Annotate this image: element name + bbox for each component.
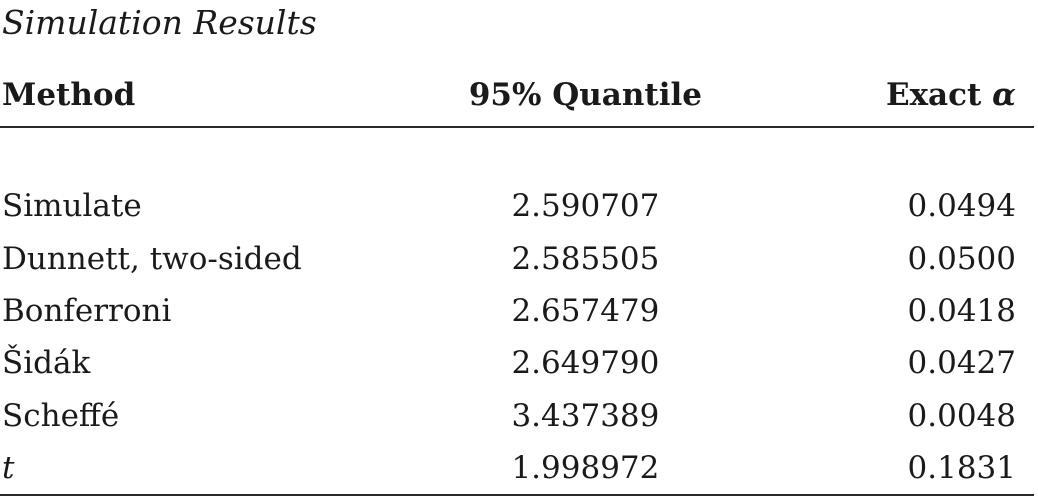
column-header-method: Method	[0, 64, 443, 128]
alpha-cell: 0.1831	[728, 441, 1034, 496]
quantile-cell: 2.585505	[511, 240, 660, 277]
table-caption: Simulation Results	[2, 3, 317, 42]
method-cell: Dunnett, two-sided	[2, 240, 302, 277]
alpha-cell: 0.0427	[907, 345, 1016, 382]
alpha-cell: 0.0500	[907, 240, 1016, 277]
alpha-cell: 0.0494	[907, 188, 1016, 225]
method-cell: Bonferroni	[2, 293, 172, 330]
table-row: Simulate 2.590707 0.0494	[0, 180, 1034, 232]
table-row: Bonferroni 2.657479 0.0418	[0, 285, 1034, 337]
table-row: t 1.998972 0.1831	[0, 441, 1034, 496]
alpha-cell: 0.0048	[907, 397, 1016, 434]
exact-label: Exact	[885, 77, 982, 113]
quantile-cell: 2.657479	[511, 293, 660, 330]
alpha-cell: 0.0418	[907, 293, 1016, 330]
quantile-cell: 2.649790	[511, 345, 660, 382]
quantile-cell: 3.437389	[511, 397, 660, 434]
table-row: Scheffé 3.437389 0.0048	[0, 389, 1034, 441]
header-gap	[0, 127, 1034, 180]
method-cell: Šidák	[2, 345, 91, 382]
alpha-symbol: α	[992, 77, 1016, 113]
simulation-results-table: Method 95% Quantile Exact α Simulate 2.5…	[0, 64, 1034, 496]
quantile-cell: 2.590707	[511, 188, 660, 225]
header-row: Method 95% Quantile Exact α	[0, 64, 1034, 128]
column-header-quantile: 95% Quantile	[442, 64, 729, 128]
method-cell: Scheffé	[2, 397, 120, 434]
method-cell: t	[0, 441, 443, 496]
quantile-cell: 1.998972	[442, 441, 729, 496]
method-cell: Simulate	[2, 188, 142, 225]
table-row: Šidák 2.649790 0.0427	[0, 337, 1034, 389]
column-header-exact-alpha: Exact α	[728, 64, 1034, 128]
table-row: Dunnett, two-sided 2.585505 0.0500	[0, 233, 1034, 285]
